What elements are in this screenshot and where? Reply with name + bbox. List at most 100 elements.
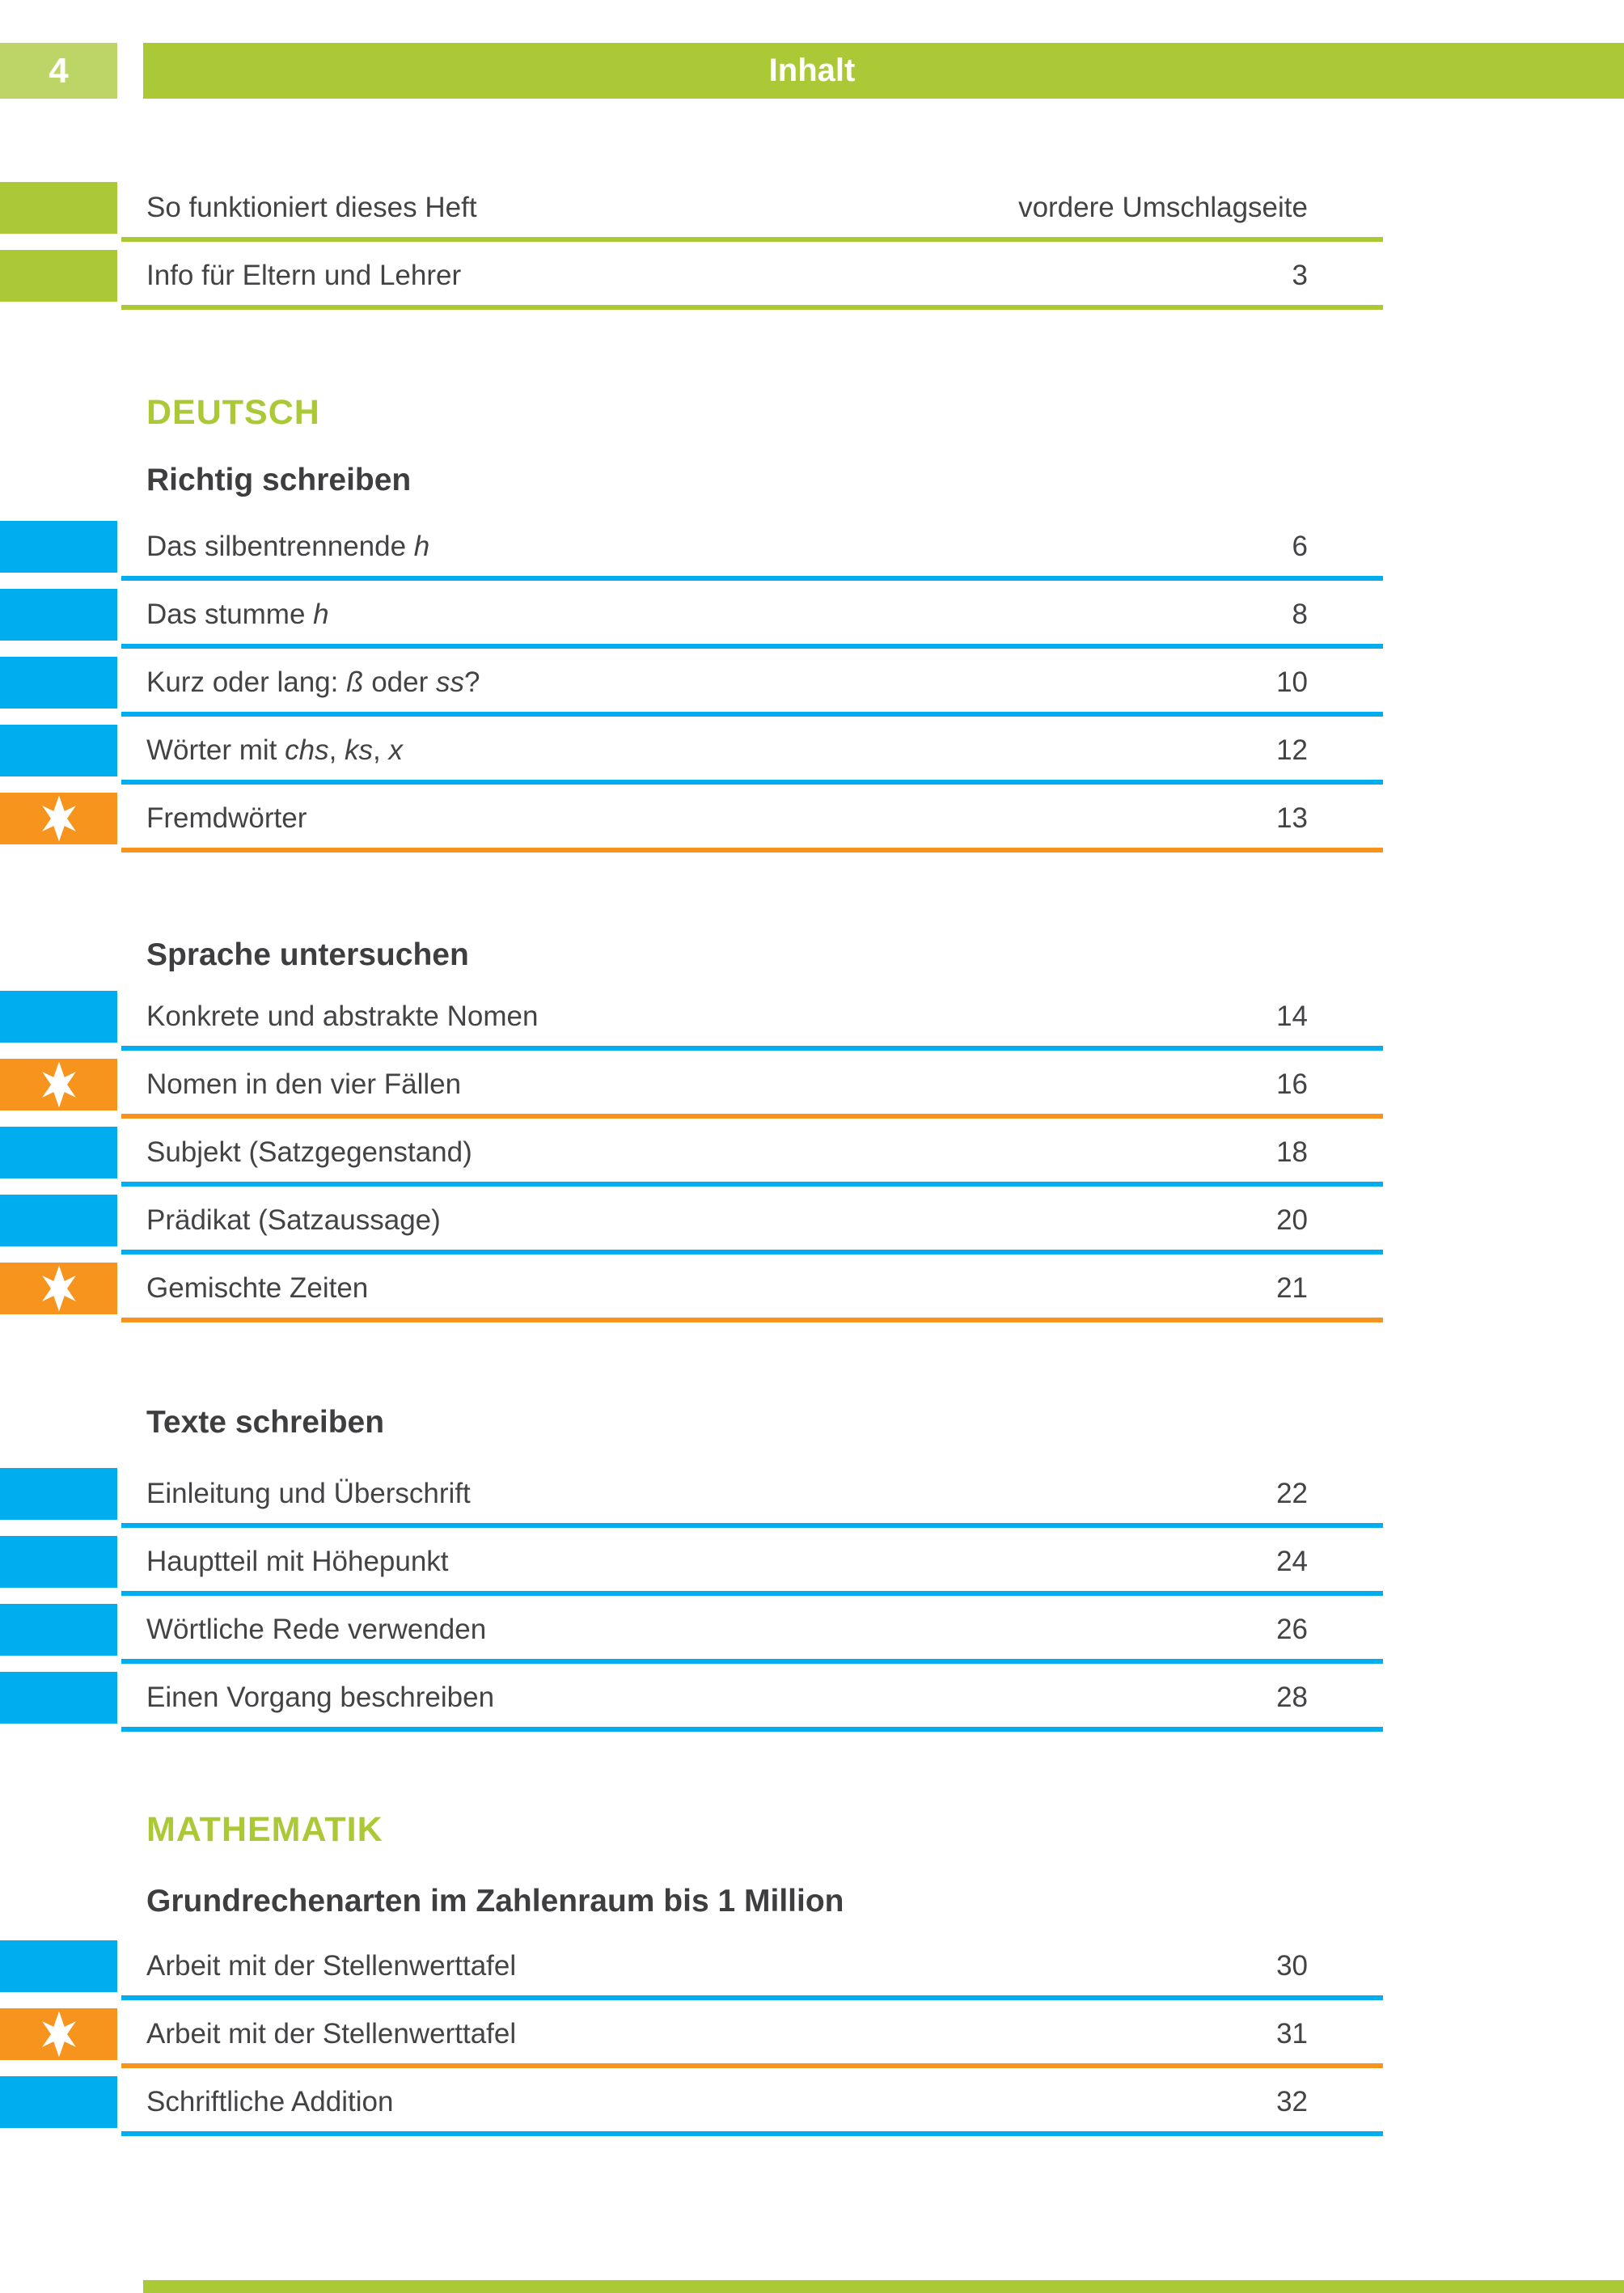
row-rule <box>121 305 1383 310</box>
star-icon <box>41 795 76 842</box>
topic-marker-star <box>0 1263 117 1314</box>
page-title: Inhalt <box>768 53 856 88</box>
row-rule <box>121 1182 1383 1187</box>
footer-bar <box>143 2280 1624 2293</box>
toc-entry-title: Nomen in den vier Fällen <box>146 1068 462 1100</box>
toc-row: Konkrete und abstrakte Nomen 14 <box>0 991 1624 1051</box>
toc-entry-page: 14 <box>1276 1001 1308 1032</box>
toc-entry-page: 31 <box>1276 2018 1308 2050</box>
toc-entry-page: vordere Umschlagseite <box>1018 192 1308 223</box>
toc-entry-title: Das silbentrennende h <box>146 531 430 562</box>
topic-marker-star <box>0 2008 117 2060</box>
toc-entry-title: Info für Eltern und Lehrer <box>146 260 462 291</box>
toc-entry-page: 30 <box>1276 1950 1308 1982</box>
toc-entry-title: Hauptteil mit Höhepunkt <box>146 1546 449 1577</box>
row-rule <box>121 237 1383 242</box>
row-rule <box>121 780 1383 785</box>
row-rule <box>121 1591 1383 1596</box>
toc-entry-title: So funktioniert dieses Heft <box>146 192 477 223</box>
toc-entry-page: 32 <box>1276 2086 1308 2117</box>
group-heading-sprache-untersuchen: Sprache untersuchen <box>146 937 469 972</box>
toc-row: Hauptteil mit Höhepunkt 24 <box>0 1536 1624 1596</box>
star-icon <box>41 1265 76 1312</box>
toc-entry-title: Schriftliche Addition <box>146 2086 394 2117</box>
row-rule <box>121 1046 1383 1051</box>
toc-entry-page: 22 <box>1276 1478 1308 1509</box>
toc-entry-page: 21 <box>1276 1272 1308 1304</box>
toc-entry-title: Konkrete und abstrakte Nomen <box>146 1001 539 1032</box>
toc-row: Schriftliche Addition 32 <box>0 2076 1624 2136</box>
toc-entry-page: 13 <box>1276 802 1308 834</box>
toc-entry-page: 10 <box>1276 666 1308 698</box>
toc-entry-page: 24 <box>1276 1546 1308 1577</box>
subject-heading-mathematik: MATHEMATIK <box>146 1810 383 1849</box>
group-heading-texte-schreiben: Texte schreiben <box>146 1405 385 1440</box>
toc-entry-title: Einen Vorgang beschreiben <box>146 1682 495 1713</box>
toc-entry-page: 20 <box>1276 1204 1308 1236</box>
row-rule <box>121 576 1383 581</box>
toc-entry-title: Gemischte Zeiten <box>146 1272 369 1304</box>
topic-marker-blue <box>0 1536 117 1588</box>
toc-entry-title: Wörtliche Rede verwenden <box>146 1614 487 1645</box>
row-rule <box>121 2063 1383 2068</box>
topic-marker-blue <box>0 1672 117 1724</box>
toc-row: Wörtliche Rede verwenden 26 <box>0 1604 1624 1664</box>
toc-row: Subjekt (Satzgegenstand) 18 <box>0 1127 1624 1187</box>
toc-row: Einen Vorgang beschreiben 28 <box>0 1672 1624 1732</box>
topic-marker-blue <box>0 1468 117 1520</box>
star-icon <box>41 2011 76 2058</box>
toc-entry-page: 12 <box>1276 734 1308 766</box>
page-number-box: 4 <box>0 43 117 99</box>
toc-entry-title: Einleitung und Überschrift <box>146 1478 471 1509</box>
row-rule <box>121 644 1383 649</box>
toc-row: Arbeit mit der Stellenwerttafel 30 <box>0 1940 1624 2000</box>
topic-marker-blue <box>0 725 117 776</box>
topic-marker-green <box>0 250 117 302</box>
topic-marker-blue <box>0 589 117 641</box>
toc-entry-page: 28 <box>1276 1682 1308 1713</box>
row-rule <box>121 712 1383 717</box>
row-rule <box>121 1114 1383 1119</box>
topic-marker-blue <box>0 991 117 1043</box>
toc-row: Nomen in den vier Fällen 16 <box>0 1059 1624 1119</box>
row-rule <box>121 1727 1383 1732</box>
topic-marker-blue <box>0 1127 117 1178</box>
toc-row: Wörter mit chs, ks, x 12 <box>0 725 1624 785</box>
header: 4 Inhalt <box>0 43 1624 99</box>
toc-entry-page: 16 <box>1276 1068 1308 1100</box>
toc-entry-page: 8 <box>1292 599 1308 630</box>
topic-marker-blue <box>0 1195 117 1246</box>
toc-entry-title: Wörter mit chs, ks, x <box>146 734 403 766</box>
group-heading-grundrechenarten: Grundrechenarten im Zahlenraum bis 1 Mil… <box>146 1884 844 1919</box>
toc-row: Fremdwörter 13 <box>0 793 1624 852</box>
toc-entry-title: Das stumme h <box>146 599 329 630</box>
toc-entry-title: Kurz oder lang: ß oder ss? <box>146 666 480 698</box>
topic-marker-blue <box>0 521 117 573</box>
toc-row: Arbeit mit der Stellenwerttafel 31 <box>0 2008 1624 2068</box>
topic-marker-star <box>0 1059 117 1111</box>
group-heading-richtig-schreiben: Richtig schreiben <box>146 463 412 497</box>
toc-row: Kurz oder lang: ß oder ss? 10 <box>0 657 1624 717</box>
topic-marker-blue <box>0 2076 117 2128</box>
row-rule <box>121 2131 1383 2136</box>
row-rule <box>121 1250 1383 1254</box>
toc-entry-page: 18 <box>1276 1136 1308 1168</box>
topic-marker-blue <box>0 1940 117 1992</box>
row-rule <box>121 1659 1383 1664</box>
toc-row: Einleitung und Überschrift 22 <box>0 1468 1624 1528</box>
toc-row: Das stumme h 8 <box>0 589 1624 649</box>
row-rule <box>121 848 1383 852</box>
page-number: 4 <box>49 50 69 91</box>
toc-entry-title: Arbeit mit der Stellenwerttafel <box>146 1950 517 1982</box>
toc-entry-page: 6 <box>1292 531 1308 562</box>
toc-entry-page: 3 <box>1292 260 1308 291</box>
toc-entry-title: Subjekt (Satzgegenstand) <box>146 1136 472 1168</box>
row-rule <box>121 1995 1383 2000</box>
toc-row: Prädikat (Satzaussage) 20 <box>0 1195 1624 1254</box>
toc-row: Info für Eltern und Lehrer 3 <box>0 250 1624 310</box>
row-rule <box>121 1523 1383 1528</box>
topic-marker-blue <box>0 1604 117 1656</box>
star-icon <box>41 1061 76 1108</box>
toc-entry-title: Prädikat (Satzaussage) <box>146 1204 441 1236</box>
row-rule <box>121 1318 1383 1322</box>
